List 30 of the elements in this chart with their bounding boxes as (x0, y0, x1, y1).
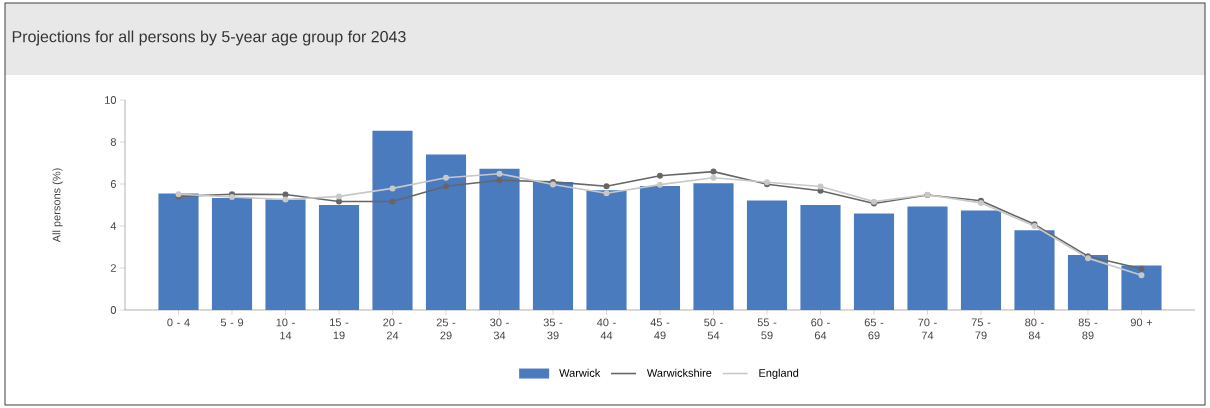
x-tick-label: 80 - 84 (1025, 318, 1044, 340)
x-tick-label: 50 - 54 (704, 318, 723, 340)
chart-title: Projections for all persons by 5-year age group for 2043 (12, 30, 406, 46)
x-tick-label: 25 - 29 (436, 318, 456, 340)
x-tick-label: 5 - 9 (220, 318, 244, 327)
x-tick-label: 60 - 64 (811, 318, 830, 340)
x-tick-label: 15 - 19 (330, 318, 349, 340)
y-axis-title: All persons (%) (52, 168, 63, 243)
y-tick-label: 6 (110, 180, 116, 188)
x-tick-label: 20 - 24 (383, 318, 402, 340)
x-tick-label: 75 - 79 (971, 318, 991, 340)
x-tick-label: 90 + (1130, 318, 1153, 327)
y-tick-label: 4 (110, 222, 117, 230)
x-tick-label: 35 - 39 (543, 318, 563, 340)
x-tick-label: 70 - 74 (918, 318, 937, 340)
x-tick-label: 10 - 14 (276, 318, 295, 340)
y-tick-label: 8 (110, 138, 116, 146)
legend-label: Warwick (559, 368, 601, 377)
x-tick-label: 45 - 49 (650, 318, 670, 340)
y-tick-label: 2 (110, 264, 116, 272)
x-tick-label: 85 - 89 (1078, 318, 1098, 340)
y-tick-label: 0 (110, 306, 117, 314)
x-tick-label: 30 - 34 (490, 318, 509, 340)
x-tick-label: 65 - 69 (864, 318, 884, 340)
x-tick-label: 40 - 44 (596, 318, 616, 340)
x-tick-label: 55 - 59 (757, 318, 777, 340)
y-tick-label: 10 (105, 96, 117, 104)
legend-label: England (759, 368, 799, 380)
legend-label: Warwickshire (646, 368, 712, 377)
x-tick-label: 0 - 4 (167, 318, 190, 327)
